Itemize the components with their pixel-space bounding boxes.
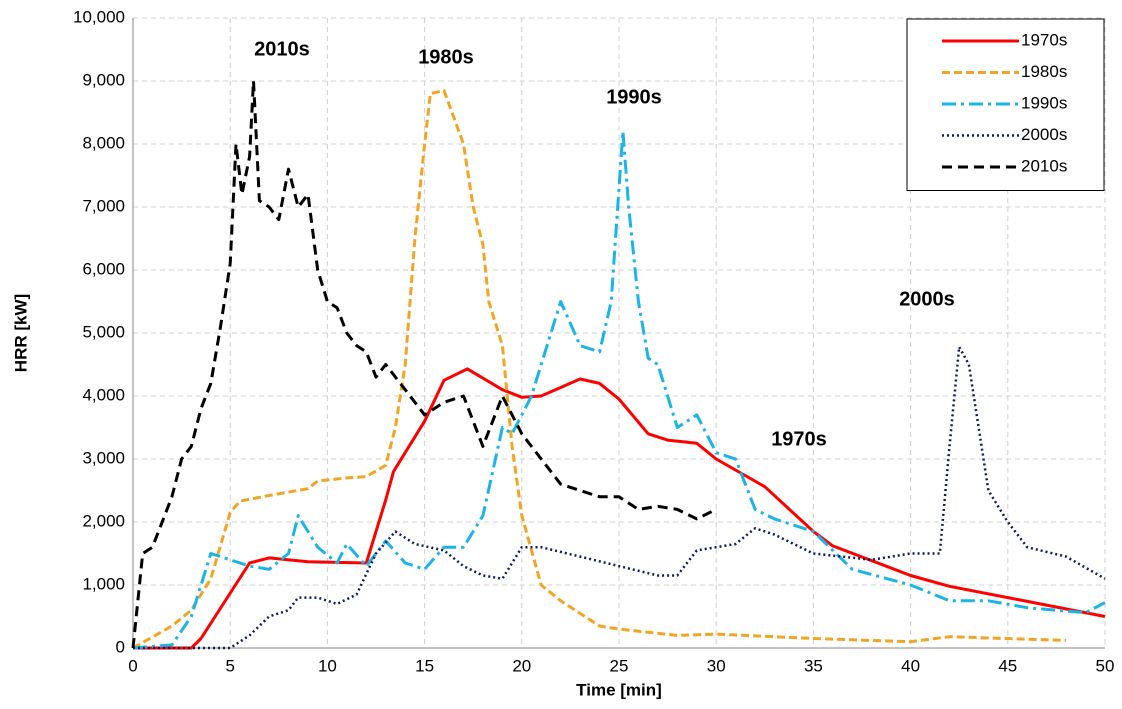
x-tick-label: 15 <box>415 656 434 675</box>
annotation: 1990s <box>606 86 662 108</box>
legend-label: 2010s <box>1021 156 1067 175</box>
legend-label: 1990s <box>1021 93 1067 112</box>
legend-label: 1970s <box>1021 30 1067 49</box>
y-tick-label: 9,000 <box>82 70 125 89</box>
y-tick-label: 2,000 <box>82 511 125 530</box>
y-tick-label: 0 <box>116 637 125 656</box>
legend: 1970s 1980s 1990s 2000s 2010s <box>906 18 1105 191</box>
x-tick-label: 10 <box>318 656 337 675</box>
legend-label: 2000s <box>1021 125 1067 144</box>
y-tick-label: 10,000 <box>73 7 125 26</box>
legend-label: 1980s <box>1021 62 1067 81</box>
x-tick-label: 0 <box>128 656 137 675</box>
x-tick-label: 45 <box>998 656 1017 675</box>
y-tick-label: 3,000 <box>82 448 125 467</box>
y-tick-label: 6,000 <box>82 259 125 278</box>
y-tick-label: 1,000 <box>82 574 125 593</box>
y-tick-label: 4,000 <box>82 385 125 404</box>
x-tick-label: 20 <box>512 656 531 675</box>
x-tick-label: 50 <box>1096 656 1115 675</box>
x-tick-label: 30 <box>707 656 726 675</box>
x-tick-label: 35 <box>804 656 823 675</box>
annotation: 1980s <box>418 46 474 68</box>
annotation: 1970s <box>771 428 827 450</box>
x-tick-label: 25 <box>610 656 629 675</box>
series-line <box>132 89 1067 650</box>
y-tick-label: 5,000 <box>82 322 125 341</box>
x-axis-label: Time [min] <box>576 680 662 699</box>
y-tick-label: 7,000 <box>82 196 125 215</box>
y-tick-label: 8,000 <box>82 133 125 152</box>
y-axis-label: HRR [kW] <box>11 294 30 372</box>
series-line <box>132 129 1106 650</box>
annotation: 2000s <box>899 288 955 310</box>
annotation: 2010s <box>254 38 310 60</box>
x-tick-label: 5 <box>225 656 234 675</box>
series-line <box>133 345 1106 650</box>
x-tick-label: 40 <box>901 656 920 675</box>
series-line <box>131 79 717 649</box>
